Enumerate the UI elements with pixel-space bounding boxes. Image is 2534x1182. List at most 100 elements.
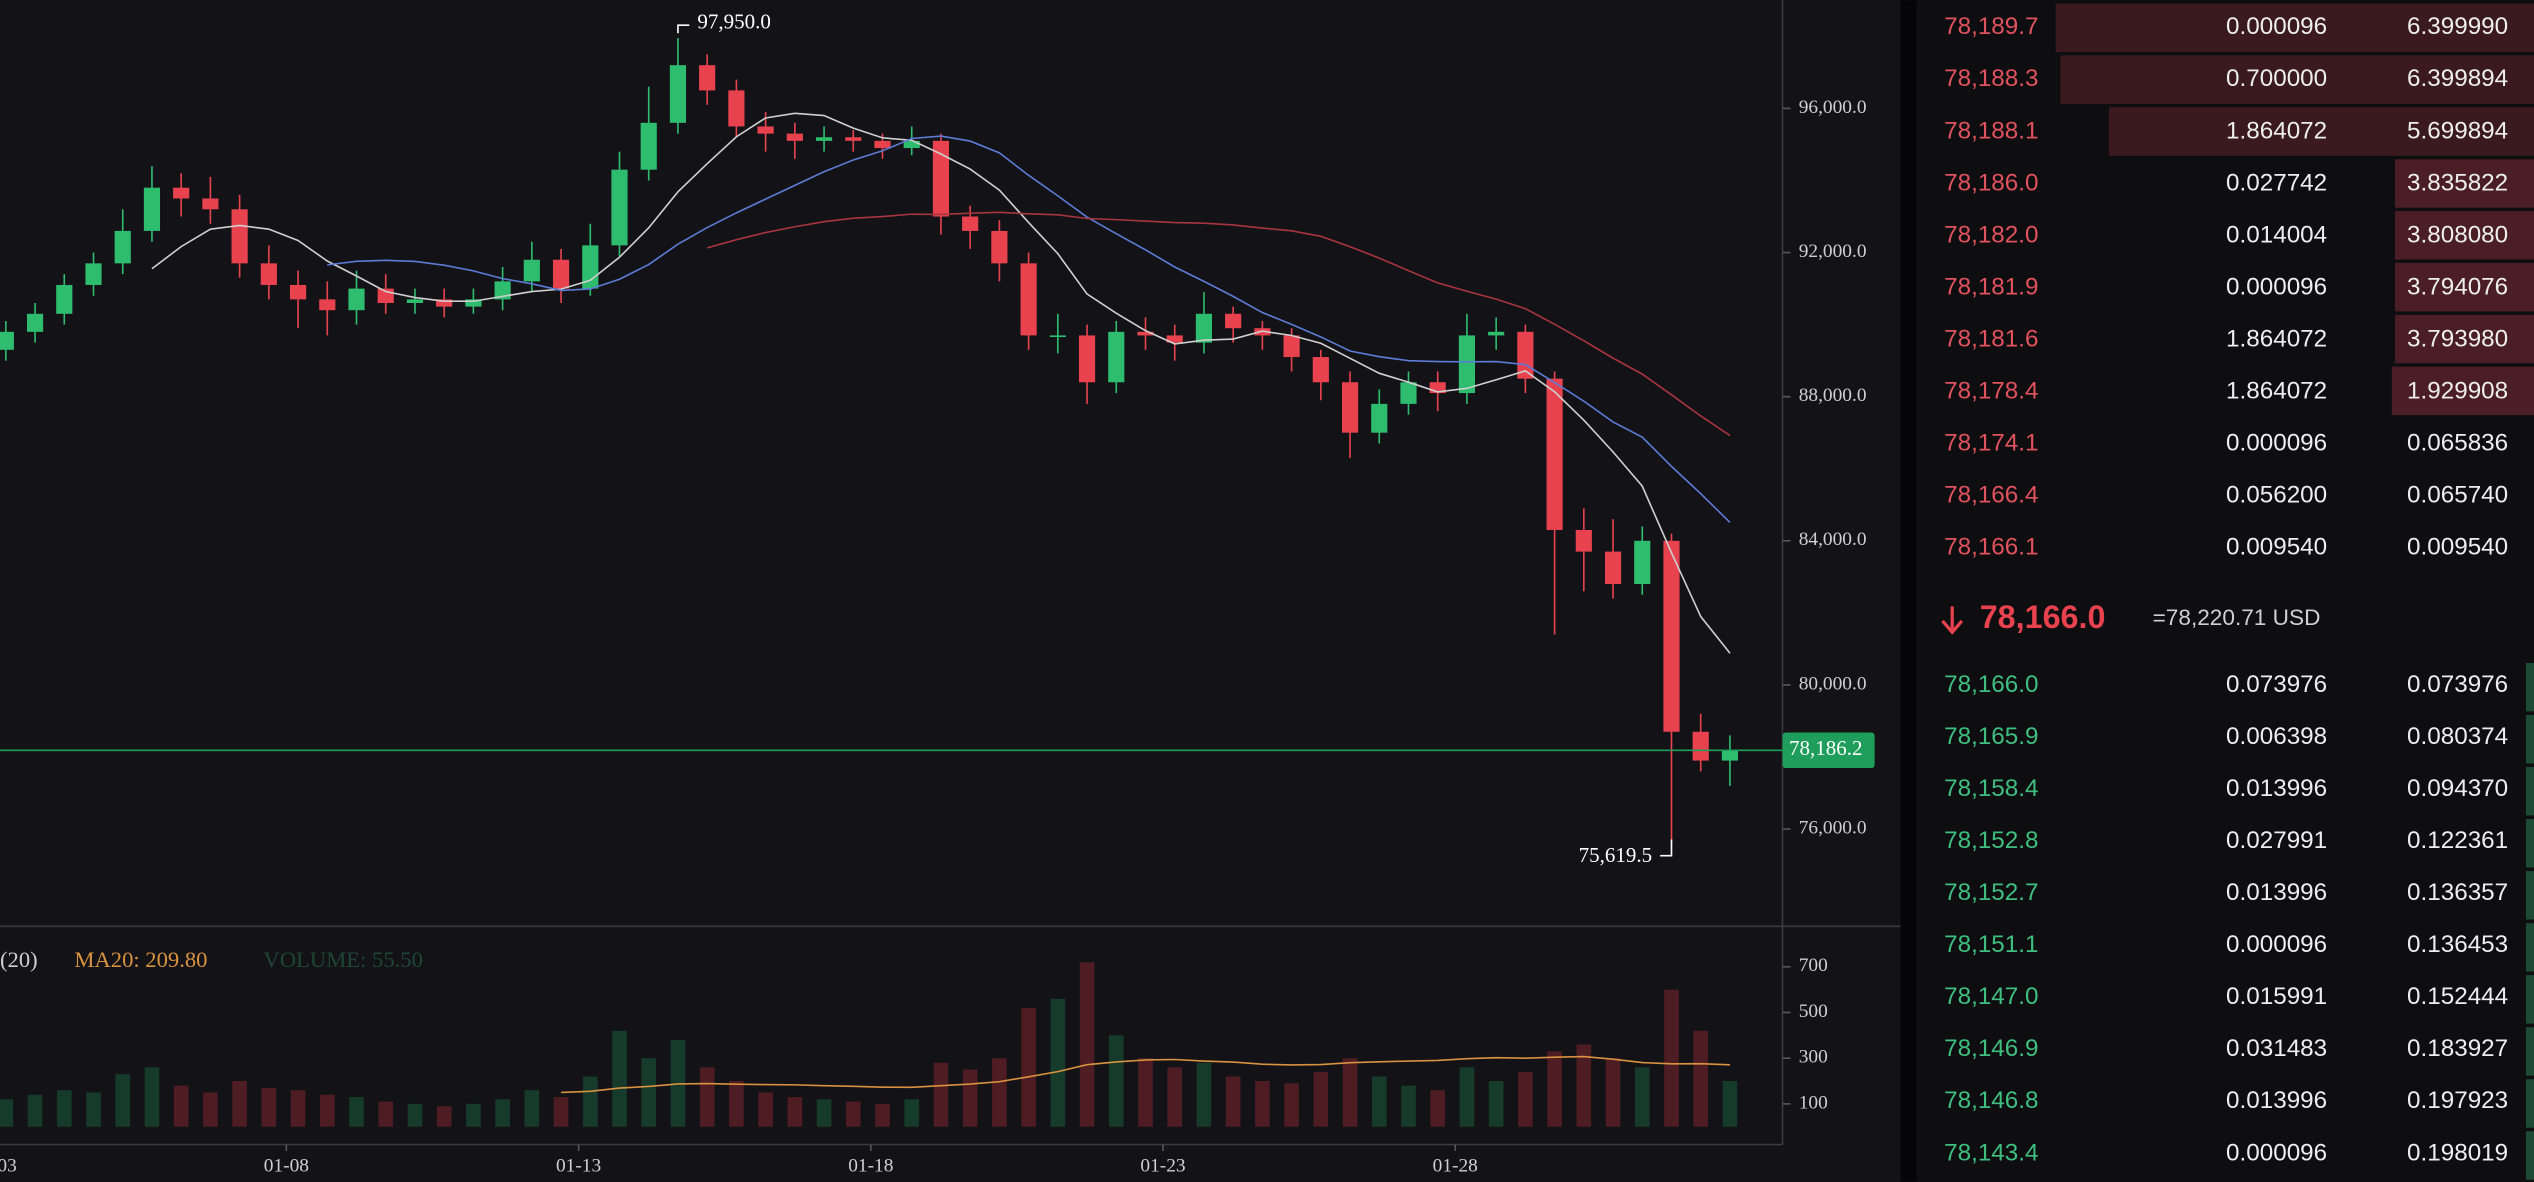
last-price-label: 78,186.2 xyxy=(1789,736,1863,760)
bids-total: 0.136453 xyxy=(2407,931,2508,958)
bids-price: 78,146.9 xyxy=(1944,1035,2038,1062)
bids-amount: 0.031483 xyxy=(2226,1035,2327,1062)
candle-body xyxy=(494,281,511,300)
volume-bar xyxy=(173,1085,189,1127)
ask-depth-bar xyxy=(2055,3,2534,53)
volume-legend-volume: VOLUME: 55.50 xyxy=(263,947,423,972)
asks-total: 6.399990 xyxy=(2407,13,2508,40)
bid-depth-bar xyxy=(2525,714,2534,764)
candle-body xyxy=(1078,335,1096,383)
volume-bar xyxy=(495,1099,510,1127)
volume-bar xyxy=(758,1092,773,1127)
candle-body xyxy=(1400,382,1417,404)
volume-bar xyxy=(1605,1058,1621,1127)
bids-amount: 0.027991 xyxy=(2226,827,2327,854)
volume-ma-line xyxy=(561,1055,1731,1094)
ask-depth-bar xyxy=(2395,159,2534,208)
mid-price-converted: =78,220.71 USD xyxy=(2153,605,2321,630)
asks-amount: 0.056200 xyxy=(2226,482,2327,509)
asks-amount: 0.000096 xyxy=(2226,13,2327,40)
volume-bar xyxy=(962,1069,978,1127)
volume-bar xyxy=(1225,1076,1241,1127)
volume-bar xyxy=(904,1099,920,1127)
x-tick-label: 01-13 xyxy=(556,1156,601,1177)
volume-bar xyxy=(1108,1035,1124,1127)
bid-depth-bar xyxy=(2525,1131,2534,1180)
candle-body xyxy=(669,65,687,123)
candle-body xyxy=(1225,313,1242,329)
volume-bar xyxy=(115,1074,131,1127)
candle-body xyxy=(56,284,73,314)
candle-body xyxy=(173,187,190,199)
candle-body xyxy=(260,263,277,285)
candle-body xyxy=(114,230,131,264)
bids-amount: 0.000096 xyxy=(2226,931,2327,958)
volume-bar xyxy=(1518,1071,1533,1127)
candle-body xyxy=(1020,263,1037,336)
candle-body xyxy=(143,187,161,231)
bids-amount: 0.015991 xyxy=(2226,983,2327,1010)
candle-body xyxy=(1312,357,1329,383)
ask-depth-bar xyxy=(2395,211,2534,260)
candle-body xyxy=(1195,313,1213,343)
candle-body xyxy=(699,65,716,91)
asks-amount: 0.000096 xyxy=(2226,273,2327,300)
volume-bar xyxy=(1371,1076,1387,1127)
candle-body xyxy=(436,299,453,307)
asks-price: 78,189.7 xyxy=(1944,13,2038,40)
bids-total: 0.152444 xyxy=(2407,983,2508,1010)
volume-tick-label: 700 xyxy=(1799,955,1828,976)
volume-bar xyxy=(27,1094,43,1127)
bids-total: 0.073976 xyxy=(2407,671,2508,698)
bids-total: 0.183927 xyxy=(2407,1035,2508,1062)
volume-bar xyxy=(144,1067,160,1127)
candle-body xyxy=(523,259,540,282)
volume-bar xyxy=(1547,1051,1562,1127)
volume-bar xyxy=(349,1097,364,1127)
asks-price: 78,188.3 xyxy=(1944,65,2038,92)
asks-amount: 0.014004 xyxy=(2226,221,2327,248)
candle-body xyxy=(991,230,1008,264)
asks-total: 0.065740 xyxy=(2407,482,2508,509)
asks-price: 78,178.4 xyxy=(1944,377,2038,404)
candle-body xyxy=(1721,750,1739,761)
asks-amount: 1.864072 xyxy=(2226,117,2327,144)
volume-bar xyxy=(787,1097,803,1127)
asks-price: 78,186.0 xyxy=(1944,169,2038,196)
volume-bar xyxy=(1313,1071,1329,1127)
volume-bar xyxy=(290,1090,306,1127)
asks-price: 78,188.1 xyxy=(1944,117,2038,144)
candle-body xyxy=(319,299,336,311)
high-marker xyxy=(677,24,690,34)
bid-depth-bar xyxy=(2525,766,2534,816)
candle-body xyxy=(1692,731,1709,761)
candle-body xyxy=(1546,378,1563,530)
volume-bar xyxy=(1401,1085,1416,1127)
candle-body xyxy=(1049,335,1066,338)
candle-body xyxy=(26,313,44,332)
asks-total: 3.793980 xyxy=(2407,325,2508,352)
price-panel: 76,000.0 80,000.0 84,000.0 88,000.0 92,000.0… xyxy=(0,9,1875,1177)
candle-body xyxy=(1458,335,1476,394)
bids-amount: 0.013996 xyxy=(2226,1087,2327,1114)
bid-depth-bar xyxy=(2525,662,2534,712)
asks-total: 6.399894 xyxy=(2407,65,2508,92)
candle-body xyxy=(1283,335,1300,358)
bids-price: 78,143.4 xyxy=(1944,1139,2038,1166)
asks-amount: 0.009540 xyxy=(2226,534,2327,561)
bids-price: 78,165.9 xyxy=(1944,723,2038,750)
last-price-tag xyxy=(1782,732,1875,769)
volume-bar xyxy=(86,1092,101,1127)
volume-bar xyxy=(407,1103,423,1127)
candle-body xyxy=(845,137,862,141)
bids-amount: 0.073976 xyxy=(2226,671,2327,698)
candle-body xyxy=(1604,551,1622,585)
candle-body xyxy=(348,288,365,311)
y-tick-label: 96,000.0 xyxy=(1799,97,1867,118)
candle-body xyxy=(903,140,920,149)
asks-total: 3.794076 xyxy=(2407,273,2508,300)
volume-bar xyxy=(1576,1044,1592,1127)
x-tick-label: 01-03 xyxy=(0,1156,17,1177)
